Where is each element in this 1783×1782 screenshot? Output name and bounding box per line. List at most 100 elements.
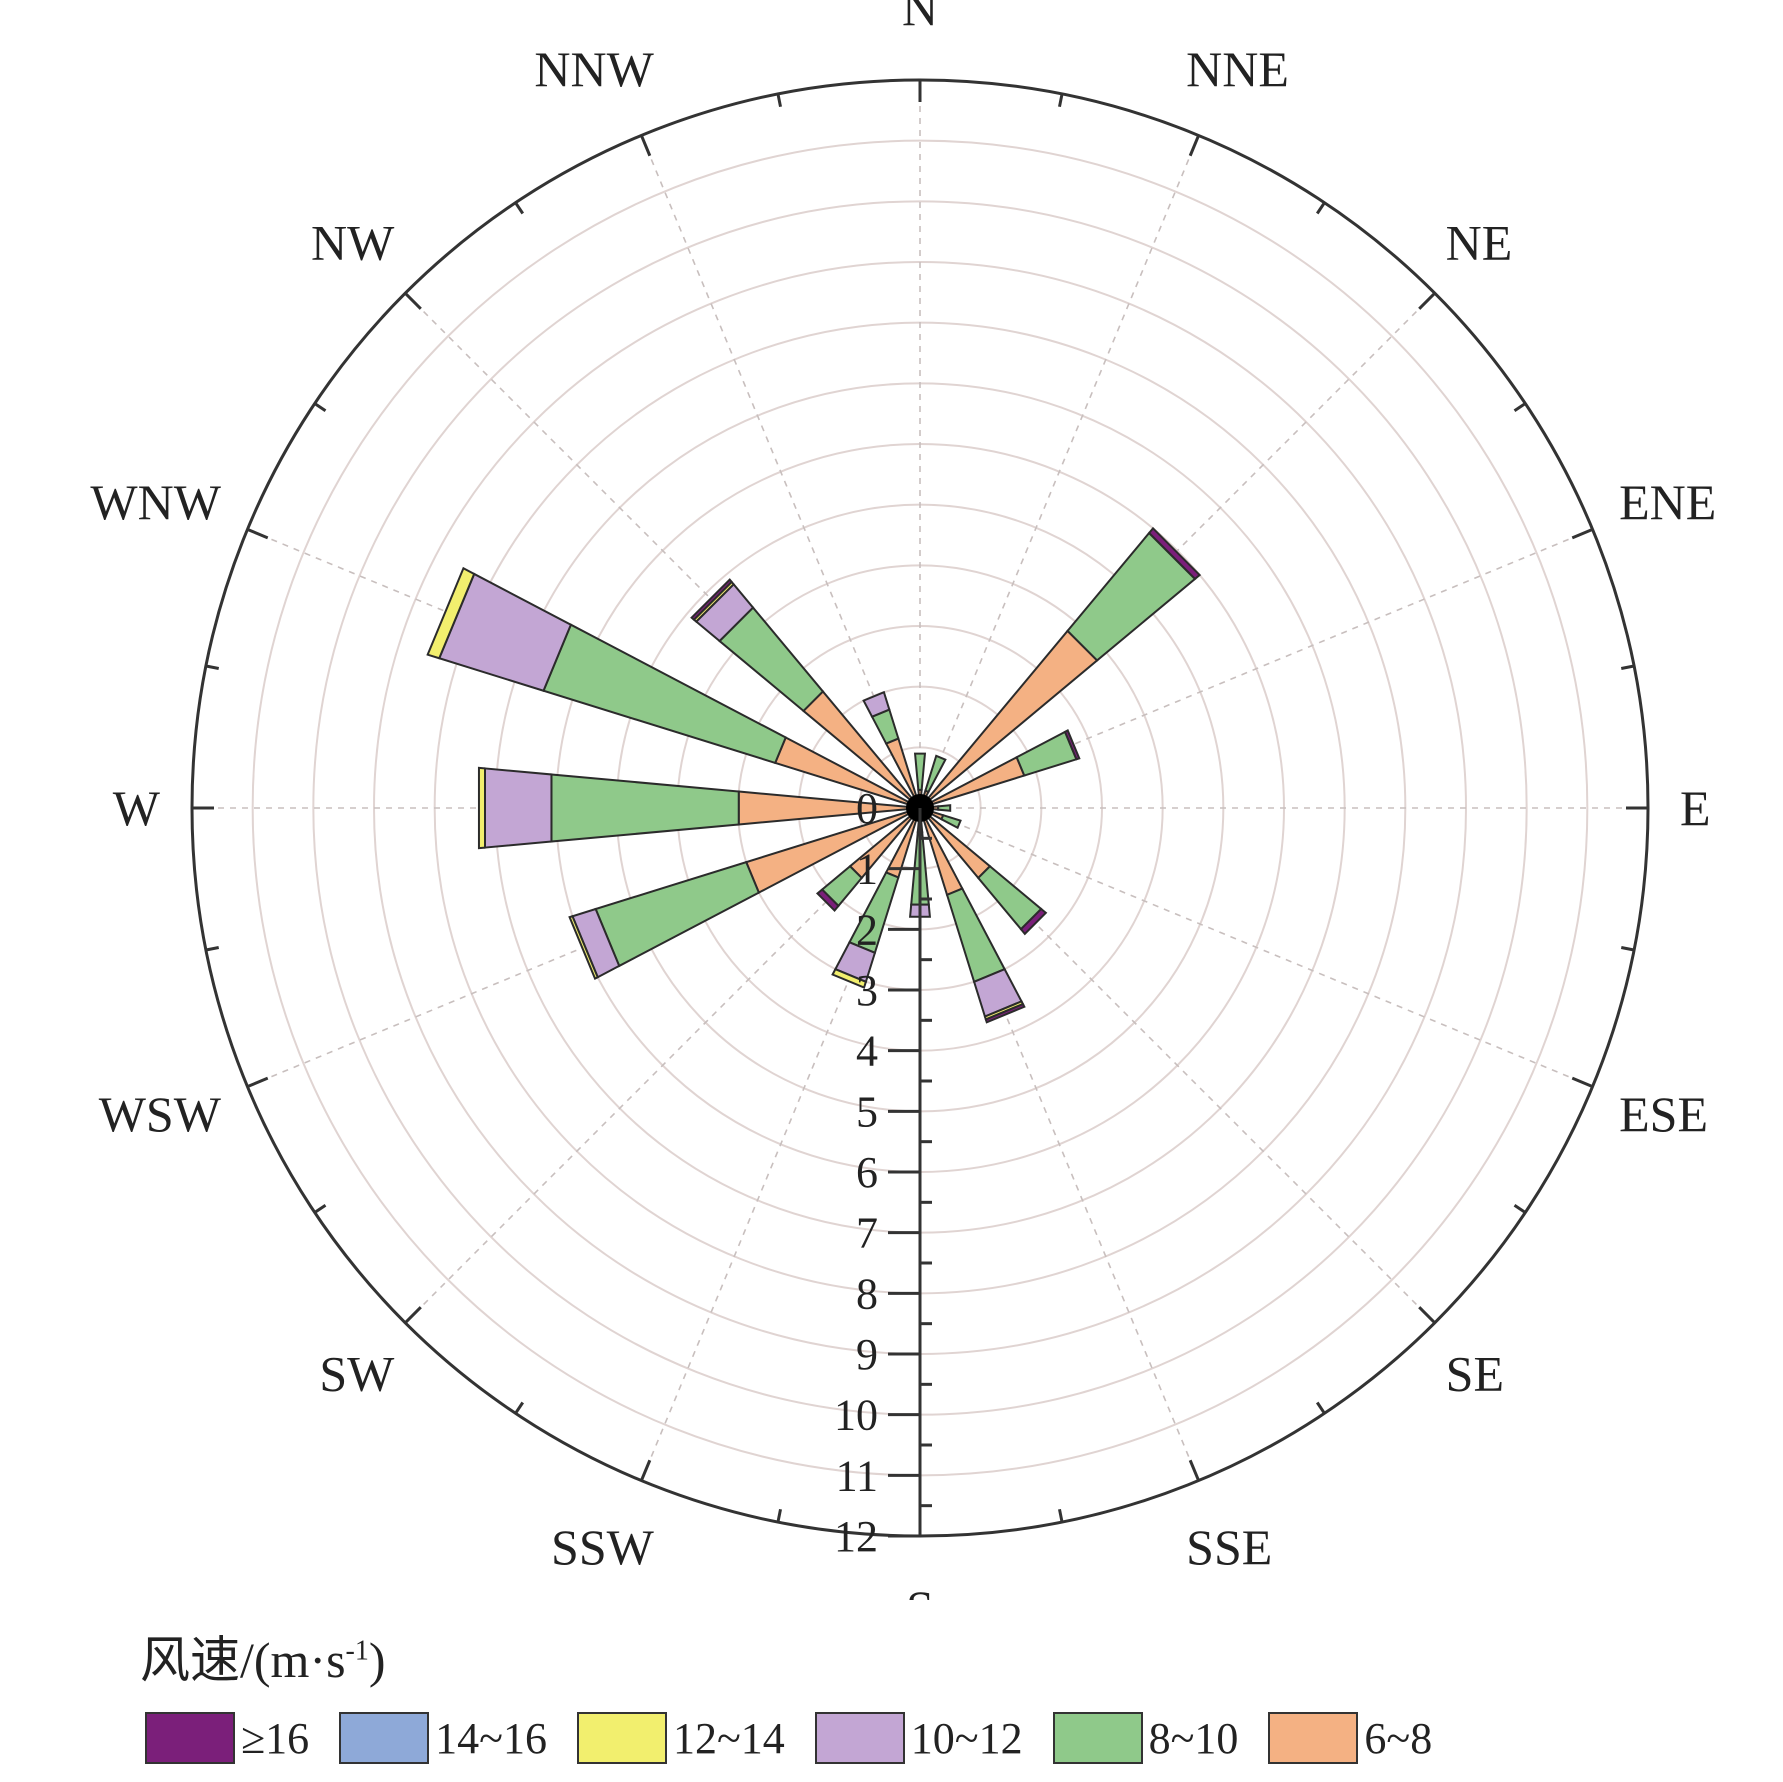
radial-tick-label: 4 — [856, 1027, 878, 1076]
legend-title-exponent: -1 — [345, 1635, 369, 1667]
direction-label-sw: SW — [319, 1346, 395, 1402]
outer-tick — [1620, 664, 1635, 670]
radial-tick-label: 12 — [834, 1512, 878, 1561]
radial-tick-label: 7 — [856, 1209, 878, 1258]
outer-tick — [776, 1508, 782, 1523]
outer-tick — [1058, 93, 1064, 108]
radial-tick-label: 9 — [856, 1330, 878, 1379]
legend-item: 10~12 — [814, 1712, 1023, 1764]
outer-tick — [640, 134, 652, 157]
direction-label-s: S — [906, 1580, 934, 1600]
radial-tick-label: 10 — [834, 1391, 878, 1440]
radial-tick-label: 3 — [856, 966, 878, 1015]
outer-tick — [246, 1076, 269, 1088]
bar-segment-w-2 — [550, 773, 740, 843]
legend-swatch — [145, 1712, 235, 1764]
direction-label-wsw: WSW — [99, 1086, 222, 1142]
direction-label-n: N — [902, 0, 938, 36]
legend-swatch — [339, 1712, 430, 1764]
outer-tick — [1513, 402, 1527, 413]
direction-label-ese: ESE — [1619, 1086, 1708, 1142]
outer-tick — [1188, 1459, 1200, 1482]
bar-segment-n-2 — [913, 752, 927, 791]
direction-label-se: SE — [1446, 1346, 1504, 1402]
outer-tick — [1315, 201, 1326, 215]
legend-title-end: ) — [368, 1632, 386, 1688]
outer-tick — [1513, 1203, 1527, 1214]
bar-segment-w-3 — [483, 767, 553, 849]
direction-label-e: E — [1680, 780, 1711, 836]
grid-spoke — [919, 135, 1200, 809]
bar-segment-nw-6 — [690, 578, 734, 622]
radial-tick-label: 8 — [856, 1269, 878, 1318]
outer-tick — [404, 292, 422, 310]
radial-tick-label: 2 — [856, 905, 878, 954]
direction-labels: N NNE NE ENE E ESE SE SSE S SSW SW WSW W WNW NW NNW — [90, 0, 1716, 1600]
legend-label: 6~8 — [1364, 1713, 1433, 1763]
outer-tick — [514, 1401, 525, 1415]
bar-segment-ssw-4 — [831, 967, 868, 989]
legend-item: 12~14 — [576, 1712, 785, 1764]
outer-tick — [313, 1203, 327, 1214]
outer-tick — [1058, 1508, 1064, 1523]
outer-tick — [1315, 1401, 1326, 1415]
bar-segment-sse-6 — [984, 1002, 1026, 1024]
legend-label: 8~10 — [1148, 1713, 1239, 1763]
bar-segment-ne-6 — [1147, 526, 1202, 581]
bar-segment-w-4 — [477, 766, 486, 850]
legend-swatch — [576, 1712, 667, 1764]
direction-label-nw: NW — [311, 214, 395, 270]
direction-label-ne: NE — [1446, 214, 1513, 270]
radial-tick-label: 6 — [856, 1148, 878, 1197]
legend-swatch — [1052, 1712, 1143, 1764]
legend-swatch — [814, 1712, 905, 1764]
outer-tick — [1620, 946, 1635, 952]
bar-segment-se-6 — [1019, 907, 1048, 936]
outer-tick — [1571, 528, 1594, 540]
legend-item: 8~10 — [1052, 1712, 1239, 1764]
direction-label-wnw: WNW — [90, 474, 221, 530]
bar-segment-e-2 — [937, 804, 952, 812]
direction-label-nne: NNE — [1186, 41, 1289, 97]
bar-segment-nnw-3 — [862, 690, 891, 718]
outer-tick — [776, 93, 782, 108]
outer-tick — [313, 402, 327, 413]
legend-title: 风速/(m·s-1) — [140, 1620, 386, 1692]
legend-label: 10~12 — [910, 1713, 1023, 1763]
bar-segment-ene-6 — [1063, 729, 1081, 761]
legend-items: ≥16 14~16 12~14 10~12 8~10 6~8 — [145, 1712, 1462, 1764]
legend-label: 12~14 — [672, 1713, 785, 1763]
bar-segment-ese-2 — [940, 813, 962, 830]
legend-item: 6~8 — [1268, 1712, 1432, 1764]
outer-tick — [205, 946, 220, 952]
radial-tick-label: 1 — [856, 845, 878, 894]
legend: 风速/(m·s-1) ≥16 14~16 12~14 10~12 8~10 6~8 — [140, 1620, 1740, 1770]
radial-tick-label: 0 — [856, 784, 878, 833]
legend-swatch — [1268, 1712, 1359, 1764]
direction-label-nnw: NNW — [534, 41, 654, 97]
legend-title-main: 风速/(m·s — [140, 1632, 346, 1688]
direction-label-ssw: SSW — [551, 1519, 655, 1575]
legend-item: 14~16 — [339, 1712, 547, 1764]
outer-tick — [1188, 134, 1200, 157]
outer-tick — [205, 664, 220, 670]
outer-tick — [1418, 292, 1436, 310]
legend-item: ≥16 — [145, 1712, 309, 1764]
direction-label-sse: SSE — [1186, 1519, 1272, 1575]
grid-spoke — [919, 807, 1593, 1088]
outer-tick — [1571, 1076, 1594, 1088]
bar-segment-sw-6 — [815, 888, 840, 913]
outer-tick — [514, 201, 525, 215]
outer-tick — [1418, 1306, 1436, 1324]
outer-tick — [404, 1306, 422, 1324]
legend-label: ≥16 — [241, 1713, 310, 1763]
wind-bars — [426, 526, 1202, 1024]
direction-label-ene: ENE — [1619, 474, 1716, 530]
direction-label-w: W — [113, 780, 161, 836]
bar-segment-nne-2 — [924, 754, 947, 794]
legend-label: 14~16 — [435, 1713, 547, 1763]
outer-tick — [246, 528, 269, 540]
radial-tick-label: 5 — [856, 1087, 878, 1136]
